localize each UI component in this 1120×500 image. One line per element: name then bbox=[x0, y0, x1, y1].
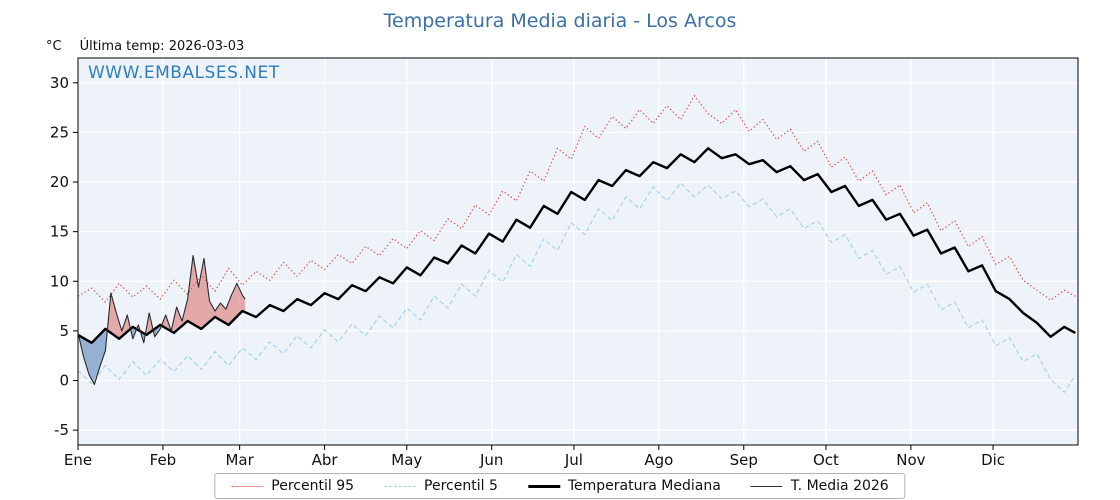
svg-text:Mar: Mar bbox=[225, 451, 254, 469]
unit-label: °C bbox=[46, 39, 62, 54]
svg-text:0: 0 bbox=[59, 372, 69, 390]
svg-text:May: May bbox=[391, 451, 422, 469]
svg-text:30: 30 bbox=[50, 74, 69, 92]
chart-title: Temperatura Media diaria - Los Arcos bbox=[383, 10, 737, 32]
chart-legend: Percentil 95 Percentil 5 Temperatura Med… bbox=[214, 473, 906, 499]
svg-text:5: 5 bbox=[59, 322, 69, 340]
legend-label: Temperatura Mediana bbox=[567, 478, 721, 494]
svg-text:10: 10 bbox=[50, 272, 69, 290]
temperature-chart: -5 0 5 10 15 20 25 30 Ene Feb Mar Abr May Jun Jul Ago Se… bbox=[50, 57, 1079, 469]
svg-text:Abr: Abr bbox=[312, 451, 339, 469]
svg-text:Ene: Ene bbox=[64, 451, 92, 469]
watermark-text: WWW.EMBALSES.NET bbox=[88, 63, 280, 83]
tmedia2026-line-sample-icon bbox=[750, 485, 783, 487]
percentil5-line-sample-icon bbox=[384, 485, 417, 487]
legend-label: T. Media 2026 bbox=[790, 478, 889, 494]
legend-entry-tmedia2026: T. Media 2026 bbox=[750, 478, 889, 494]
svg-text:Dic: Dic bbox=[981, 451, 1005, 469]
svg-text:15: 15 bbox=[50, 223, 69, 241]
svg-text:Ago: Ago bbox=[644, 451, 673, 469]
legend-label: Percentil 5 bbox=[424, 478, 498, 494]
svg-text:Jul: Jul bbox=[564, 451, 583, 469]
percentil95-line-sample-icon bbox=[231, 485, 264, 487]
legend-label: Percentil 95 bbox=[271, 478, 355, 494]
svg-text:25: 25 bbox=[50, 123, 69, 141]
svg-text:Jun: Jun bbox=[479, 451, 503, 469]
legend-entry-percentil5: Percentil 5 bbox=[384, 478, 498, 494]
legend-entry-percentil95: Percentil 95 bbox=[231, 478, 354, 494]
svg-text:20: 20 bbox=[50, 173, 69, 191]
mediana-line-sample-icon bbox=[527, 484, 560, 488]
svg-text:Nov: Nov bbox=[896, 451, 925, 469]
chart-subheader: °C Última temp: 2026-03-03 bbox=[46, 39, 244, 54]
svg-text:Feb: Feb bbox=[150, 451, 177, 469]
svg-text:-5: -5 bbox=[54, 421, 69, 439]
svg-text:Sep: Sep bbox=[730, 451, 758, 469]
legend-entry-mediana: Temperatura Mediana bbox=[527, 478, 721, 494]
last-temp-label: Última temp: 2026-03-03 bbox=[79, 39, 245, 54]
svg-text:Oct: Oct bbox=[813, 451, 839, 469]
